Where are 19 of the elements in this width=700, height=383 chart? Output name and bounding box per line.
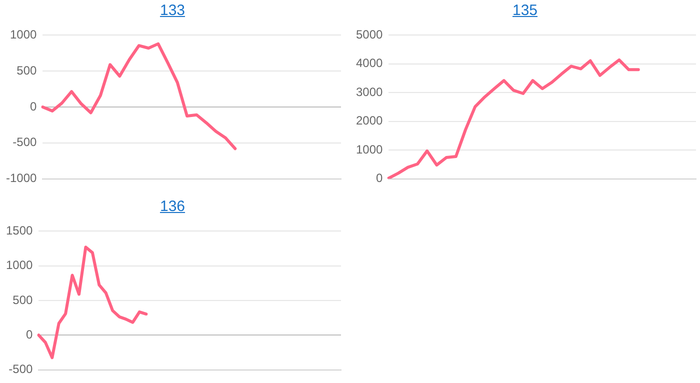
y-tick-label: 4000 — [356, 56, 384, 70]
y-tick-label: 0 — [376, 171, 384, 186]
y-tick-label: 500 — [12, 292, 34, 307]
chart-title: 136 — [158, 197, 186, 217]
y-tick-label: 1000 — [356, 142, 384, 156]
chart-title: 133 — [158, 1, 186, 21]
y-tick-label: 1000 — [10, 28, 38, 42]
y-tick-label: 0 — [26, 327, 34, 342]
y-tick-label: 0 — [30, 99, 38, 114]
chart-title: 135 — [511, 1, 539, 21]
y-tick-label: 3000 — [356, 84, 384, 99]
y-tick-label: 2000 — [356, 114, 384, 128]
y-tick-label: 1500 — [6, 224, 34, 238]
y-tick-label: 1000 — [6, 258, 34, 272]
y-tick-label: -1000 — [6, 171, 38, 186]
y-tick-label: -500 — [8, 362, 34, 376]
y-tick-label: 5000 — [356, 28, 384, 42]
y-tick-label: -500 — [12, 135, 38, 150]
y-tick-label: 500 — [16, 63, 38, 78]
